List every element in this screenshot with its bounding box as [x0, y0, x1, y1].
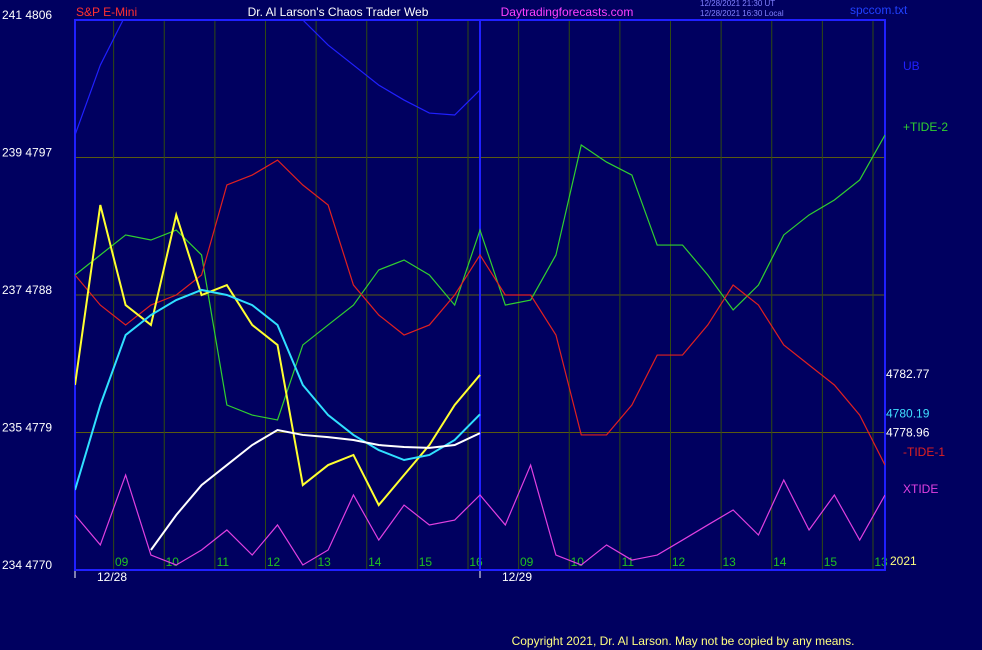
chart-title: Dr. Al Larson's Chaos Trader Web [248, 5, 429, 19]
last-value-label: 4778.96 [886, 425, 930, 439]
x-tick-label: 14 [368, 555, 382, 569]
series-line [75, 159, 885, 466]
series-line [75, 204, 481, 507]
x-tick-label: 13 [722, 555, 736, 569]
plot-border [74, 19, 886, 571]
x-tick-label: 10 [571, 555, 585, 569]
y-tick-label: 234 4770 [2, 558, 52, 572]
series-line [75, 288, 481, 491]
x-tick-label: 13 [317, 555, 331, 569]
x-tick-label: 11 [622, 555, 635, 569]
plot-area [75, 20, 885, 566]
legend-label: -TIDE-1 [903, 445, 945, 459]
y-tick-label: 239 4797 [2, 146, 52, 160]
y-tick-label: 241 4806 [2, 8, 52, 22]
time-local: 12/28/2021 16:30 Local [700, 9, 784, 18]
x-tick-label: 12 [267, 555, 281, 569]
x-tick-label: 12 [672, 555, 686, 569]
year-label: 2021 [890, 554, 917, 568]
series-line [150, 429, 481, 551]
x-tick-label: 15 [824, 555, 838, 569]
legend-label: UB [903, 59, 920, 73]
last-value-label: 4782.77 [886, 367, 930, 381]
x-tick-label: 10 [166, 555, 180, 569]
time-ut: 12/28/2021 21:30 UT [700, 0, 775, 8]
series-line [75, 134, 885, 421]
day-label: 12/29 [502, 570, 532, 584]
copyright: Copyright 2021, Dr. Al Larson. May not b… [512, 634, 855, 648]
legend-label: +TIDE-2 [903, 120, 948, 134]
series-line [75, 20, 481, 136]
x-tick-label: 09 [115, 555, 129, 569]
file-name: spccom.txt [850, 3, 908, 17]
day-label: 12/28 [97, 570, 127, 584]
x-tick-label: 09 [520, 555, 534, 569]
legend-label: XTIDE [903, 482, 938, 496]
x-tick-label: 14 [773, 555, 787, 569]
y-tick-label: 235 4779 [2, 421, 52, 435]
x-tick-label: 15 [419, 555, 433, 569]
instrument: S&P E-Mini [76, 5, 137, 19]
y-tick-label: 237 4788 [2, 283, 52, 297]
last-value-label: 4780.19 [886, 406, 930, 420]
site: Daytradingforecasts.com [501, 5, 634, 19]
x-tick-label: 11 [217, 555, 230, 569]
series-line [75, 463, 885, 566]
